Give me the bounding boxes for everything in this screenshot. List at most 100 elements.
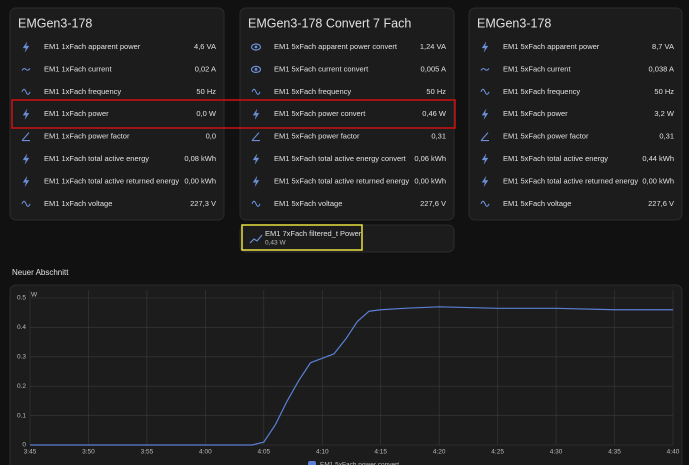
entity-name: EM1 5xFach voltage [503, 199, 571, 208]
x-tick-label: 4:15 [374, 449, 387, 456]
entity-state: 0,00 kWh [184, 176, 216, 185]
icon [21, 132, 30, 142]
entity-state: 4,6 VA [194, 42, 216, 51]
entity-state: 0,038 A [649, 64, 674, 73]
icon [22, 153, 30, 165]
entity-state: 0,31 [659, 132, 674, 141]
icon [22, 41, 30, 53]
icon [250, 43, 262, 51]
card-title: EMGen3-178 [18, 16, 92, 30]
entity-name: EM1 5xFach current [503, 64, 571, 73]
entity-state: 0,08 kWh [184, 154, 216, 163]
entity-name: EM1 1xFach power factor [44, 132, 130, 141]
icon [481, 176, 489, 187]
entities-card [9, 7, 225, 221]
tile-state: 0,43 W [265, 240, 286, 247]
icon [480, 200, 490, 207]
entity-state: 0,005 A [421, 64, 446, 73]
entity-state: 1,24 VA [420, 42, 446, 51]
tile-name: EM1 7xFach filtered_t Power [265, 229, 362, 238]
entities-card [468, 7, 683, 221]
y-tick-label: 0.1 [17, 412, 26, 419]
entity-state: 0,0 W [196, 109, 217, 118]
highlight-red [11, 99, 456, 129]
entity-state: 0,46 W [422, 109, 447, 118]
icon [480, 68, 490, 71]
entity-name: EM1 5xFach power factor [503, 132, 589, 141]
icon [252, 176, 260, 187]
entity-name: EM1 5xFach total active energy [503, 154, 608, 163]
entity-state: 0,00 kWh [414, 176, 446, 185]
x-tick-label: 4:25 [491, 449, 504, 456]
entity-name: EM1 5xFach current convert [274, 64, 369, 73]
icon [251, 132, 260, 142]
card-title: EMGen3-178 [477, 16, 551, 30]
entity-name: EM1 1xFach voltage [44, 199, 112, 208]
entity-state: 8,7 VA [652, 42, 674, 51]
entity-name: EM1 5xFach power convert [274, 109, 366, 118]
entity-name: EM1 5xFach power factor [274, 132, 360, 141]
tile-icon [249, 234, 263, 244]
x-tick-label: 4:30 [550, 449, 563, 456]
entity-state: 0,31 [431, 132, 446, 141]
x-tick-label: 4:40 [667, 449, 680, 456]
x-tick-label: 4:35 [608, 449, 621, 456]
entities-card [239, 7, 455, 221]
line-series [30, 306, 673, 446]
y-tick-label: 0.5 [17, 295, 26, 302]
entity-state: 227,3 V [190, 199, 216, 208]
entity-name: EM1 1xFach total active returned energy [44, 176, 179, 185]
x-tick-label: 4:20 [433, 449, 446, 456]
entity-name: EM1 1xFach power [44, 109, 109, 118]
legend-label: EM1 5xFach power convert [320, 462, 399, 465]
highlight-yellow [241, 224, 363, 251]
entity-state: 0,00 kWh [642, 176, 674, 185]
icon [21, 200, 31, 207]
entity-state: 227,6 V [420, 199, 446, 208]
entity-state: 0,0 [206, 132, 216, 141]
icon [480, 88, 490, 95]
entity-state: 0,06 kWh [414, 154, 446, 163]
y-tick-label: 0 [22, 442, 26, 449]
legend-swatch [308, 461, 316, 465]
icon [481, 41, 489, 53]
entity-name: EM1 1xFach total active energy [44, 154, 149, 163]
icon [251, 88, 261, 95]
entity-name: EM1 5xFach frequency [274, 87, 351, 96]
y-unit: W [31, 292, 38, 299]
entity-state: 3,2 W [654, 109, 675, 118]
entity-state: 227,6 V [648, 199, 674, 208]
x-tick-label: 4:10 [316, 449, 329, 456]
entity-name: EM1 1xFach frequency [44, 87, 121, 96]
x-tick-label: 3:55 [141, 449, 154, 456]
entity-name: EM1 5xFach frequency [503, 87, 580, 96]
y-tick-label: 0.3 [17, 354, 26, 361]
entity-state: 50 Hz [426, 87, 446, 96]
entity-state: 0,44 kWh [642, 154, 674, 163]
entity-name: EM1 5xFach apparent power [503, 42, 600, 51]
icon [22, 109, 30, 120]
entity-name: EM1 5xFach total active returned energy [274, 176, 409, 185]
icon [21, 68, 31, 71]
icon [250, 65, 262, 74]
entity-state: 0,02 A [195, 64, 216, 73]
icon [254, 68, 258, 71]
icon [481, 109, 489, 120]
section-title: Neuer Abschnitt [12, 268, 69, 277]
x-tick-label: 3:45 [24, 449, 37, 456]
x-tick-label: 4:00 [199, 449, 212, 456]
entity-name: EM1 1xFach apparent power [44, 42, 141, 51]
icon [480, 132, 489, 142]
entity-state: 50 Hz [654, 87, 674, 96]
entity-state: 50 Hz [196, 87, 216, 96]
y-tick-label: 0.4 [17, 324, 26, 331]
icon [481, 153, 489, 165]
entity-name: EM1 5xFach total active returned energy [503, 176, 638, 185]
history-card [9, 284, 683, 465]
x-tick-label: 4:05 [257, 449, 270, 456]
entity-name: EM1 5xFach apparent power convert [274, 42, 398, 51]
entity-name: EM1 1xFach current [44, 64, 112, 73]
icon [254, 45, 258, 49]
entity-name: EM1 5xFach voltage [274, 199, 342, 208]
